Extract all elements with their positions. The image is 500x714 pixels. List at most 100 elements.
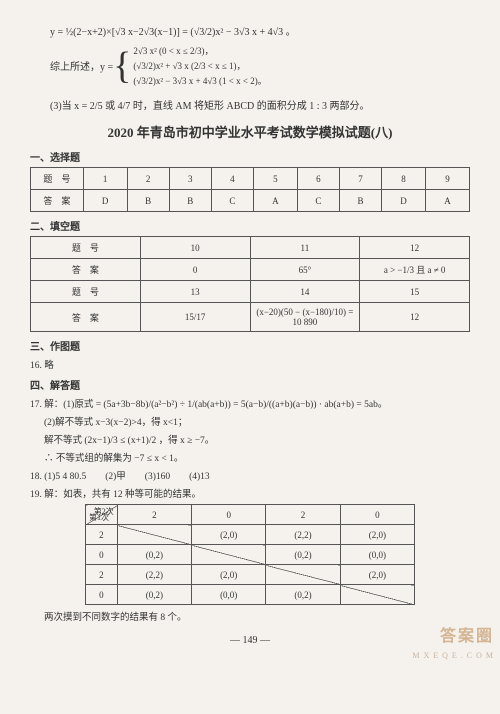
cell: 6 — [297, 168, 339, 190]
table-row: 2 (2,2) (2,0) (2,0) — [86, 565, 415, 585]
row-label: 题 号 — [31, 237, 141, 259]
table-row: 第2次 第1次 2 0 2 0 — [86, 505, 415, 525]
section-2-header: 二、填空题 — [30, 218, 470, 233]
cell: (2,2) — [266, 525, 340, 545]
page-title: 2020 年青岛市初中学业水平考试数学模拟试题(八) — [30, 122, 470, 141]
problem-18: 18. (1)5 4 80.5 (2)甲 (3)160 (4)13 — [30, 468, 470, 482]
piecewise-function: 综上所述，y = { 2√3 x² (0 < x ≤ 2/3)， (√3/2)x… — [50, 42, 470, 89]
cell: 11 — [250, 237, 360, 259]
cell: 8 — [382, 168, 426, 190]
diag-cell — [266, 565, 340, 585]
fill-blank-table: 题 号 10 11 12 答 案 0 65° a > −1/3 且 a ≠ 0 … — [30, 236, 470, 332]
diag-cell — [192, 545, 266, 565]
outcome-table: 第2次 第1次 2 0 2 0 2 (2,0) (2,2) (2,0) 0 (0… — [85, 504, 415, 605]
cell: a > −1/3 且 a ≠ 0 — [360, 259, 470, 281]
diag-cell — [340, 585, 414, 605]
table-row: 答 案 D B B C A C B D A — [31, 190, 470, 212]
cell: 15 — [360, 281, 470, 303]
cell: 9 — [426, 168, 470, 190]
cell: 7 — [339, 168, 381, 190]
watermark-url: M X E Q E . C O M — [412, 651, 494, 660]
problem-17-2a: (2)解不等式 x−3(x−2)>4，得 x<1； — [44, 414, 470, 428]
cell: (2,0) — [192, 525, 266, 545]
table-row: 2 (2,0) (2,2) (2,0) — [86, 525, 415, 545]
row-header: 2 — [86, 525, 118, 545]
row-header: 0 — [86, 585, 118, 605]
problem-19-conclusion: 两次摸到不同数字的结果有 8 个。 — [44, 609, 470, 623]
problem-17-2c: ∴ 不等式组的解集为 −7 ≤ x < 1。 — [44, 450, 470, 464]
cell: B — [127, 190, 169, 212]
cell: 65° — [250, 259, 360, 281]
cell: (2,0) — [340, 525, 414, 545]
page-number: — 149 — — [30, 635, 470, 646]
section-1-header: 一、选择题 — [30, 149, 470, 164]
cell: B — [169, 190, 211, 212]
cell: 5 — [253, 168, 297, 190]
section-4-header: 四、解答题 — [30, 377, 470, 392]
row-header: 2 — [86, 565, 118, 585]
row-label: 题 号 — [31, 281, 141, 303]
col-header: 2 — [266, 505, 340, 525]
cell: (2,0) — [340, 565, 414, 585]
math-conclusion: (3)当 x = 2/5 或 4/7 时，直线 AM 将矩形 ABCD 的面积分… — [50, 97, 470, 112]
cell: 3 — [169, 168, 211, 190]
cell: (0,2) — [117, 545, 191, 565]
cell: 15/17 — [140, 303, 250, 332]
table-row: 题 号 10 11 12 — [31, 237, 470, 259]
table-row: 答 案 0 65° a > −1/3 且 a ≠ 0 — [31, 259, 470, 281]
choice-table: 题 号 1 2 3 4 5 6 7 8 9 答 案 D B B C A C B … — [30, 167, 470, 212]
table-row: 0 (0,2) (0,2) (0,0) — [86, 545, 415, 565]
table-row: 0 (0,2) (0,0) (0,2) — [86, 585, 415, 605]
piece-3: (√3/2)x² − 3√3 x + 4√3 (1 < x < 2)。 — [133, 74, 266, 87]
table-row: 答 案 15/17 (x−20)(50 − (x−180)/10) = 10 8… — [31, 303, 470, 332]
cell: D — [382, 190, 426, 212]
cell: (0,2) — [117, 585, 191, 605]
piece-2: (√3/2)x² + √3 x (2/3 < x ≤ 1)， — [133, 59, 266, 72]
col-header: 0 — [192, 505, 266, 525]
cell: 2 — [127, 168, 169, 190]
summary-label: 综上所述，y = — [50, 58, 113, 73]
cell: C — [297, 190, 339, 212]
cell: 12 — [360, 303, 470, 332]
section-3-header: 三、作图题 — [30, 338, 470, 353]
cell: (2,2) — [117, 565, 191, 585]
col-header: 0 — [340, 505, 414, 525]
math-expression: y = ½(2−x+2)×[√3 x−2√3(x−1)] = (√3/2)x² … — [50, 23, 470, 38]
cell: 1 — [83, 168, 127, 190]
problem-19-intro: 19. 解：如表，共有 12 种等可能的结果。 — [30, 486, 470, 500]
col-header: 2 — [117, 505, 191, 525]
brace-icon: { — [113, 47, 131, 85]
problem-16: 16. 略 — [30, 357, 470, 371]
cell: 0 — [140, 259, 250, 281]
cell: D — [83, 190, 127, 212]
corner-cell: 第2次 第1次 — [86, 505, 118, 525]
cell: (0,0) — [192, 585, 266, 605]
row-label: 答 案 — [31, 259, 141, 281]
piece-1: 2√3 x² (0 < x ≤ 2/3)， — [133, 44, 266, 57]
cell: (0,2) — [266, 545, 340, 565]
diag-cell — [117, 525, 191, 545]
cell: A — [426, 190, 470, 212]
problem-17-1: 17. 解：(1)原式 = (5a+3b−8b)/(a²−b²) ÷ 1/(ab… — [30, 396, 470, 410]
watermark: 答案圈 — [440, 622, 494, 646]
problem-17-2b: 解不等式 (2x−1)/3 ≤ (x+1)/2 ，得 x ≥ −7。 — [44, 432, 470, 446]
cell: 10 — [140, 237, 250, 259]
cell: (x−20)(50 − (x−180)/10) = 10 890 — [250, 303, 360, 332]
cell: 4 — [211, 168, 253, 190]
row-label: 答 案 — [31, 190, 84, 212]
cell: B — [339, 190, 381, 212]
cell: (0,0) — [340, 545, 414, 565]
table-row: 题 号 13 14 15 — [31, 281, 470, 303]
row-label: 题 号 — [31, 168, 84, 190]
cell: (2,0) — [192, 565, 266, 585]
cell: 12 — [360, 237, 470, 259]
cell: 13 — [140, 281, 250, 303]
row-label: 答 案 — [31, 303, 141, 332]
cell: (0,2) — [266, 585, 340, 605]
cell: A — [253, 190, 297, 212]
cell: 14 — [250, 281, 360, 303]
row-header: 0 — [86, 545, 118, 565]
corner-bottom-label: 第1次 — [89, 512, 109, 523]
table-row: 题 号 1 2 3 4 5 6 7 8 9 — [31, 168, 470, 190]
cell: C — [211, 190, 253, 212]
